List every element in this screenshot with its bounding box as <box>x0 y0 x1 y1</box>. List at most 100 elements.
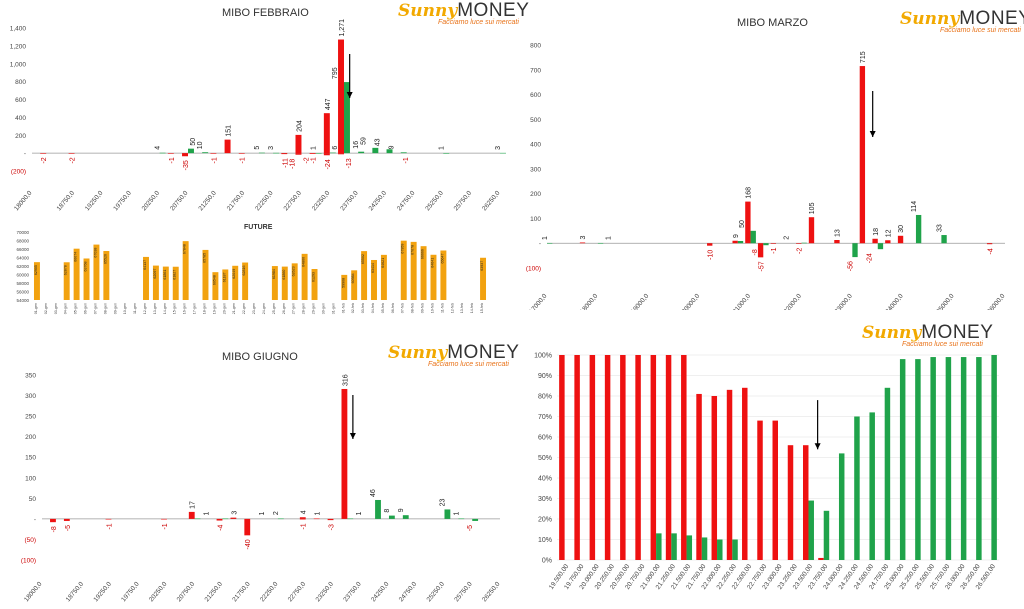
y-tick-label: 300 <box>25 393 36 400</box>
brand-name-a: Sunny <box>388 343 448 363</box>
brand-tagline: Facciamo luce sui mercati <box>940 27 1021 34</box>
call-pct-bar <box>686 535 693 560</box>
x-tick-label: 03-gen <box>54 303 58 314</box>
put-bar <box>295 153 302 155</box>
x-tick-label: 04-gen <box>64 303 68 314</box>
call-bar <box>222 518 229 520</box>
y-tick-label: 1,200 <box>10 43 27 50</box>
data-label: 1 <box>259 511 266 515</box>
x-tick-label: 10-feb <box>430 303 434 313</box>
brand-name-b: MONEY <box>921 322 994 343</box>
chart-panel-pct: 0% 10% 20% 30% 40% 50% 60% 70% 80% 90% 100% 19.500,… <box>515 335 1024 609</box>
x-tick-label: 18000,0 <box>23 580 44 603</box>
x-tick-label: 20250,0 <box>148 580 169 603</box>
data-label: 63414 <box>371 263 375 273</box>
put-bar <box>885 240 891 244</box>
chart-panel-feb: MIBO FEBBRAIO (200) - 200 400 600 800 1,000 1,2… <box>0 0 515 230</box>
call-bar <box>472 518 479 521</box>
x-tick-label: 25-gen <box>272 303 276 314</box>
call-bar <box>443 153 450 154</box>
data-label: 50 <box>190 138 197 146</box>
x-tick-label: 19-gen <box>212 303 216 314</box>
call-bar <box>915 214 922 244</box>
put-bar <box>808 217 815 244</box>
put-bar <box>238 153 245 154</box>
data-label: -24 <box>325 159 332 169</box>
y-tick-label: 64000 <box>16 256 29 261</box>
x-tick-label: 22000,0 <box>783 292 804 310</box>
data-label: -35 <box>183 160 190 170</box>
data-label: 62097 <box>153 269 157 279</box>
call-bar <box>737 240 744 244</box>
x-tick-label: 23250,0 <box>311 189 332 212</box>
x-tick-label: 01-gen <box>34 303 38 314</box>
data-label: 151 <box>226 125 233 137</box>
put-pct-bar <box>574 355 580 560</box>
data-label: 66666 <box>421 249 425 259</box>
data-label: 316 <box>342 374 349 386</box>
data-label: 1 <box>438 146 445 150</box>
future-bar <box>162 266 169 300</box>
x-tick-label: 21250,0 <box>203 580 224 603</box>
x-tick-label: 11-gen <box>133 303 137 314</box>
call-bar <box>444 509 451 519</box>
x-tick-label: 11-feb <box>440 303 444 313</box>
x-tick-label: 18000,0 <box>579 292 600 310</box>
y-tick-label: 70% <box>538 414 552 421</box>
data-label: 30 <box>898 225 905 233</box>
put-bar <box>309 153 316 154</box>
put-pct-bar <box>589 355 596 560</box>
put-pct-bar <box>711 396 718 560</box>
x-tick-label: 25250,0 <box>426 580 447 603</box>
x-tick-label: 19750,0 <box>112 189 133 212</box>
chart-giu: (100) (50) - 50 100 150 200 250 300 350 -8 -5 -1 -1 17… <box>21 373 502 604</box>
brand-name-b: MONEY <box>457 0 530 21</box>
x-tick-label: 05-feb <box>381 303 385 313</box>
put-bar <box>299 517 306 519</box>
brand-tagline: Facciamo luce sui mercati <box>438 19 519 26</box>
call-pct-bar <box>808 500 814 560</box>
data-label: 67038 <box>93 248 97 258</box>
data-label: 3 <box>231 511 238 515</box>
data-label: -5 <box>65 525 72 531</box>
put-bar <box>188 511 195 519</box>
data-label: 2 <box>273 511 280 515</box>
chart-title-future: FUTURE <box>244 224 273 231</box>
x-tick-label: 20000,0 <box>681 292 702 310</box>
y-tick-label: 800 <box>15 79 26 86</box>
put-pct-bar <box>787 445 794 560</box>
y-tick-label: (200) <box>11 169 26 176</box>
data-label: 64621 <box>381 258 385 268</box>
x-tick-label: 09-gen <box>113 303 117 314</box>
data-label: 9 <box>733 234 740 238</box>
put-bar <box>244 518 251 536</box>
x-tick-label: 20750,0 <box>169 189 190 212</box>
data-label: 4 <box>155 146 162 150</box>
data-label: -4 <box>987 248 994 254</box>
future-bar <box>281 266 288 300</box>
put-bar <box>295 134 302 154</box>
data-label: 62816 <box>242 266 246 276</box>
x-tick-label: 24750,0 <box>398 580 419 603</box>
y-tick-label: 1,000 <box>10 61 27 68</box>
y-tick-label: 66000 <box>16 247 29 252</box>
chart-title-mar: MIBO MARZO <box>737 17 808 29</box>
future-bar <box>143 256 149 300</box>
x-tick-label: 15-gen <box>173 303 177 314</box>
x-tick-label: 18000,0 <box>13 189 34 212</box>
put-bar <box>327 518 334 521</box>
y-tick-label: 30% <box>538 496 552 503</box>
future-bar <box>63 262 70 300</box>
y-tick-label: 62000 <box>16 264 29 269</box>
y-tick-label: 700 <box>530 67 541 74</box>
data-label: 9 <box>389 145 396 149</box>
data-label: 447 <box>325 98 332 110</box>
data-label: 59908 <box>341 278 345 288</box>
y-tick-label: 400 <box>15 115 26 122</box>
call-pct-bar <box>930 357 936 560</box>
put-pct-bar <box>635 355 641 560</box>
data-label: -8 <box>51 526 58 532</box>
put-pct-bar <box>559 355 565 560</box>
data-label: 60984 <box>351 273 355 283</box>
future-bar <box>93 244 100 300</box>
